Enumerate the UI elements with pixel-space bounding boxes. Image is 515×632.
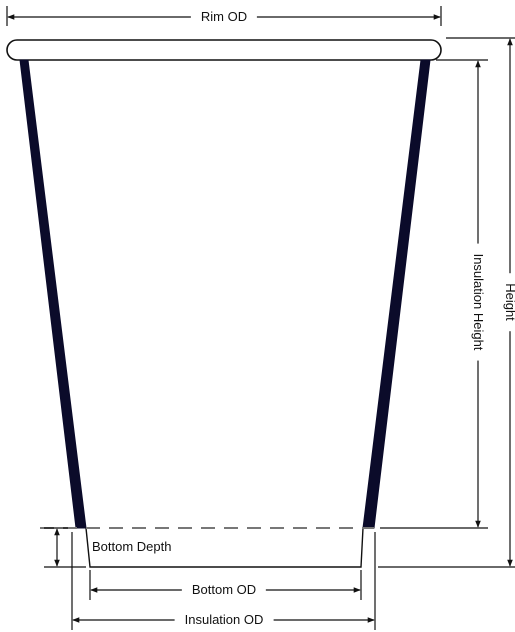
cup-rim: [6, 39, 442, 61]
bottom-depth-dimension: [44, 527, 86, 568]
height-label: Height: [502, 273, 515, 331]
bottom-depth-label: Bottom Depth: [92, 539, 172, 554]
insulation-height-label: Insulation Height: [470, 243, 486, 361]
cup-right-wall: [362, 59, 431, 529]
bottom-od-label: Bottom OD: [181, 582, 267, 598]
rim-od-label: Rim OD: [190, 9, 258, 25]
insulation-od-label: Insulation OD: [174, 612, 274, 628]
cup: [6, 39, 442, 568]
cup-bottom-outline: [85, 527, 364, 568]
cup-left-wall: [19, 59, 87, 529]
